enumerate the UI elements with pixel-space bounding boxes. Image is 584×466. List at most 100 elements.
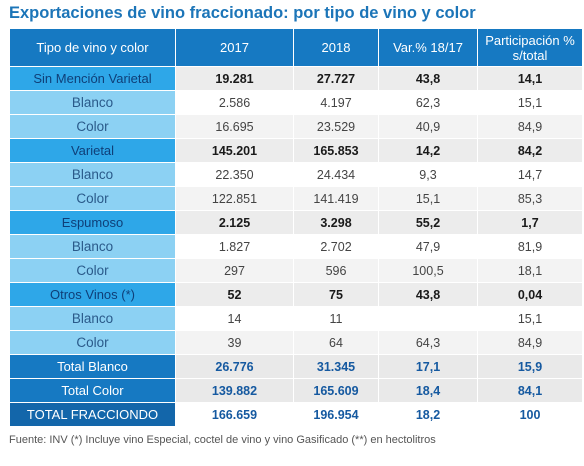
table-row: Color 122.851 141.419 15,1 85,3 — [9, 186, 583, 211]
table-row: Color 39 64 64,3 84,9 — [9, 330, 583, 355]
row-label: Color — [9, 114, 176, 139]
value-2017: 39 — [175, 330, 294, 355]
value-2018: 75 — [293, 282, 379, 307]
value-variacion: 9,3 — [378, 162, 478, 187]
value-variacion: 40,9 — [378, 114, 478, 139]
row-label: Blanco — [9, 234, 176, 259]
value-variacion: 47,9 — [378, 234, 478, 259]
value-2017: 2.125 — [175, 210, 294, 235]
table-row: Otros Vinos (*) 52 75 43,8 0,04 — [9, 282, 583, 307]
value-2018: 165.853 — [293, 138, 379, 163]
table-row: TOTAL FRACCIONDO 166.659 196.954 18,2 100 — [9, 402, 583, 427]
table-body: Sin Mención Varietal 19.281 27.727 43,8 14,1… — [9, 66, 583, 427]
value-participacion: 100 — [477, 402, 583, 427]
value-2017: 166.659 — [175, 402, 294, 427]
header-variacion: Var.% 18/17 — [378, 28, 478, 67]
value-variacion — [378, 306, 478, 331]
value-2018: 141.419 — [293, 186, 379, 211]
footnote: Fuente: INV (*) Incluye vino Especial, c… — [9, 434, 436, 446]
row-label: Total Blanco — [9, 354, 176, 379]
value-2017: 139.882 — [175, 378, 294, 403]
value-2018: 196.954 — [293, 402, 379, 427]
value-2018: 23.529 — [293, 114, 379, 139]
table-row: Blanco 22.350 24.434 9,3 14,7 — [9, 162, 583, 187]
value-participacion: 84,2 — [477, 138, 583, 163]
header-participacion: Participación % s/total — [477, 28, 583, 67]
row-label: Color — [9, 186, 176, 211]
exports-table: Tipo de vino y color 2017 2018 Var.% 18/… — [9, 28, 583, 427]
row-label: Espumoso — [9, 210, 176, 235]
value-participacion: 15,1 — [477, 306, 583, 331]
row-label: Varietal — [9, 138, 176, 163]
value-participacion: 14,1 — [477, 66, 583, 91]
value-2018: 165.609 — [293, 378, 379, 403]
value-participacion: 84,9 — [477, 114, 583, 139]
value-variacion: 18,2 — [378, 402, 478, 427]
value-participacion: 0,04 — [477, 282, 583, 307]
row-label: Sin Mención Varietal — [9, 66, 176, 91]
row-label: TOTAL FRACCIONDO — [9, 402, 176, 427]
row-label: Blanco — [9, 162, 176, 187]
value-participacion: 84,1 — [477, 378, 583, 403]
table-row: Espumoso 2.125 3.298 55,2 1,7 — [9, 210, 583, 235]
row-label: Color — [9, 330, 176, 355]
header-2018: 2018 — [293, 28, 379, 67]
header-tipo: Tipo de vino y color — [9, 28, 176, 67]
page-title: Exportaciones de vino fraccionado: por t… — [9, 4, 476, 22]
table-row: Total Color 139.882 165.609 18,4 84,1 — [9, 378, 583, 403]
value-2017: 52 — [175, 282, 294, 307]
value-2017: 297 — [175, 258, 294, 283]
header-2017: 2017 — [175, 28, 294, 67]
table-row: Color 16.695 23.529 40,9 84,9 — [9, 114, 583, 139]
value-2018: 31.345 — [293, 354, 379, 379]
value-variacion: 43,8 — [378, 66, 478, 91]
value-variacion: 18,4 — [378, 378, 478, 403]
value-2017: 145.201 — [175, 138, 294, 163]
value-variacion: 64,3 — [378, 330, 478, 355]
value-2017: 2.586 — [175, 90, 294, 115]
value-2017: 122.851 — [175, 186, 294, 211]
value-variacion: 43,8 — [378, 282, 478, 307]
value-2018: 64 — [293, 330, 379, 355]
value-2017: 26.776 — [175, 354, 294, 379]
table-row: Varietal 145.201 165.853 14,2 84,2 — [9, 138, 583, 163]
row-label: Total Color — [9, 378, 176, 403]
value-2017: 19.281 — [175, 66, 294, 91]
value-2017: 1.827 — [175, 234, 294, 259]
table-row: Blanco 2.586 4.197 62,3 15,1 — [9, 90, 583, 115]
value-variacion: 15,1 — [378, 186, 478, 211]
value-participacion: 18,1 — [477, 258, 583, 283]
value-2018: 4.197 — [293, 90, 379, 115]
value-2017: 16.695 — [175, 114, 294, 139]
value-variacion: 62,3 — [378, 90, 478, 115]
value-2018: 24.434 — [293, 162, 379, 187]
value-participacion: 85,3 — [477, 186, 583, 211]
table-row: Sin Mención Varietal 19.281 27.727 43,8 14,1 — [9, 66, 583, 91]
value-participacion: 15,9 — [477, 354, 583, 379]
value-2017: 14 — [175, 306, 294, 331]
value-participacion: 1,7 — [477, 210, 583, 235]
table-row: Blanco 14 11 15,1 — [9, 306, 583, 331]
row-label: Color — [9, 258, 176, 283]
value-participacion: 15,1 — [477, 90, 583, 115]
value-variacion: 17,1 — [378, 354, 478, 379]
value-2018: 27.727 — [293, 66, 379, 91]
table-row: Total Blanco 26.776 31.345 17,1 15,9 — [9, 354, 583, 379]
value-participacion: 14,7 — [477, 162, 583, 187]
row-label: Blanco — [9, 90, 176, 115]
table-header-row: Tipo de vino y color 2017 2018 Var.% 18/… — [9, 28, 583, 67]
value-2018: 2.702 — [293, 234, 379, 259]
table-row: Color 297 596 100,5 18,1 — [9, 258, 583, 283]
table-row: Blanco 1.827 2.702 47,9 81,9 — [9, 234, 583, 259]
row-label: Blanco — [9, 306, 176, 331]
value-participacion: 81,9 — [477, 234, 583, 259]
value-2018: 11 — [293, 306, 379, 331]
value-participacion: 84,9 — [477, 330, 583, 355]
value-2017: 22.350 — [175, 162, 294, 187]
value-variacion: 14,2 — [378, 138, 478, 163]
value-variacion: 55,2 — [378, 210, 478, 235]
value-2018: 596 — [293, 258, 379, 283]
value-2018: 3.298 — [293, 210, 379, 235]
value-variacion: 100,5 — [378, 258, 478, 283]
row-label: Otros Vinos (*) — [9, 282, 176, 307]
